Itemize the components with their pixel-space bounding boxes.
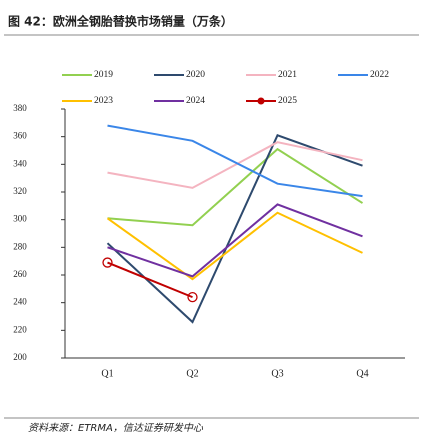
y-tick-label: 360 [13, 131, 27, 141]
y-tick-label: 300 [13, 214, 27, 224]
point-marker [187, 291, 198, 303]
y-tick-label: 260 [13, 269, 27, 279]
y-tick-label: 320 [13, 186, 27, 196]
y-tick-label: 240 [13, 297, 27, 307]
series-line [106, 211, 363, 281]
legend-label: 2021 [278, 70, 297, 80]
y-tick-label: 340 [13, 158, 27, 168]
legend-label: 2025 [278, 96, 297, 106]
legend-marker [257, 97, 265, 105]
series-line [107, 147, 364, 227]
legend-label: 2022 [370, 70, 389, 80]
series-line [107, 203, 363, 278]
y-tick-label: 200 [13, 352, 27, 362]
source: 资料来源：ETRMA，信达证券研发中心 [28, 422, 204, 434]
x-tick-label: Q4 [356, 368, 368, 379]
x-tick-label: Q3 [271, 368, 283, 379]
legend-label: 2023 [94, 96, 113, 106]
legend-label: 2019 [94, 70, 113, 80]
y-tick-label: 380 [13, 103, 27, 113]
x-tick-label: Q1 [101, 368, 113, 379]
series-line [107, 261, 193, 299]
point-marker [102, 257, 113, 268]
legend-label: 2024 [186, 96, 205, 106]
legend-label: 2020 [186, 70, 205, 80]
y-tick-label: 280 [13, 241, 27, 251]
y-tick-label: 220 [13, 324, 27, 334]
series-line [107, 141, 363, 189]
series-line [107, 124, 363, 198]
x-tick-label: Q2 [186, 368, 198, 379]
chart-title: 图 42：欧洲全钢胎替换市场销量（万条） [8, 14, 233, 29]
